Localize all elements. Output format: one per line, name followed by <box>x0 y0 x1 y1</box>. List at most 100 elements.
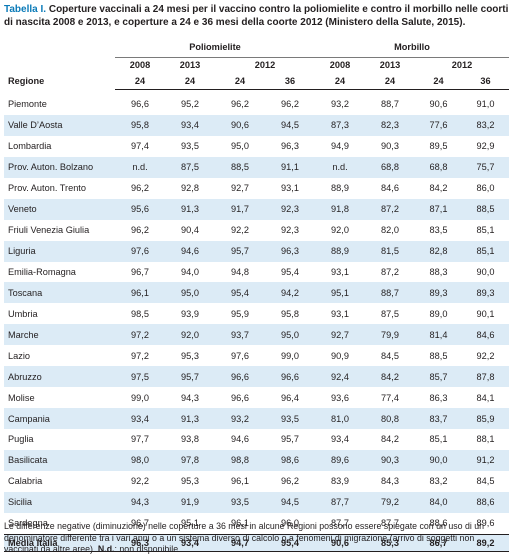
value-cell: 96,7 <box>131 518 149 529</box>
table-row: Prov. Auton. Bolzano n.d. 87,5 88,5 91,1 n.d.… <box>4 156 509 178</box>
value-cell: 85,1 <box>476 225 495 236</box>
value-cell: 91,8 <box>315 198 365 220</box>
value-cell: 96,7 <box>131 266 149 277</box>
value-cell: 94,5 <box>265 491 315 513</box>
value-cell: 84,1 <box>476 392 495 403</box>
table-row: Emilia-Romagna 96,7 94,0 94,8 95,4 93,1 87,2 88… <box>4 262 509 283</box>
value-cell: 97,2 <box>115 324 165 346</box>
table-row: Marche 97,2 92,0 93,7 95,0 92,7 79,9 81,4 84,6 <box>4 324 509 346</box>
value-cell: 97,4 <box>131 141 149 152</box>
value-cell: 96,2 <box>281 99 299 110</box>
value-cell: 90,4 <box>181 225 199 236</box>
region-cell: Sardegna <box>8 518 48 529</box>
value-cell: 98,8 <box>215 449 265 471</box>
region-cell: Prov. Auton. Trento <box>8 183 86 194</box>
value-cell: 93,5 <box>265 408 315 429</box>
value-cell: 87,1 <box>415 198 462 220</box>
header-months: 24 <box>315 72 365 90</box>
value-cell: 95,0 <box>231 141 249 152</box>
value-cell: 97,6 <box>115 240 165 262</box>
table-row: Veneto 95,6 91,3 91,7 92,3 91,8 87,2 87,1 88,5 <box>4 198 509 220</box>
value-cell: n.d. <box>115 156 165 178</box>
value-cell: 92,7 <box>231 183 249 194</box>
value-cell: 87,5 <box>165 156 215 178</box>
value-cell: 87,7 <box>331 518 349 529</box>
value-cell: 91,2 <box>462 449 509 471</box>
table-row: Calabria 92,2 95,3 96,1 96,2 83,9 84,3 83,2 84,5 <box>4 471 509 492</box>
value-cell: 95,0 <box>265 324 315 346</box>
region-cell: Prov. Auton. Bolzano <box>4 156 115 178</box>
region-cell: Toscana <box>4 282 115 304</box>
value-cell: 93,5 <box>215 491 265 513</box>
value-cell: 87,2 <box>365 198 415 220</box>
value-cell: 89,2 <box>462 533 509 552</box>
table-row: Liguria 97,6 94,6 95,7 96,3 88,9 81,5 82,8 85,1 <box>4 240 509 262</box>
value-cell: 92,9 <box>476 141 495 152</box>
region-cell: Umbria <box>8 308 38 319</box>
region-cell: Emilia-Romagna <box>8 266 76 277</box>
value-cell: 82,8 <box>415 240 462 262</box>
value-cell: 95,3 <box>181 476 199 487</box>
region-cell: Lombardia <box>8 141 52 152</box>
value-cell: 95,4 <box>281 266 299 277</box>
value-cell: 90,0 <box>415 449 462 471</box>
header-months: 36 <box>462 72 509 90</box>
value-cell: 92,3 <box>281 225 299 236</box>
value-cell: 95,7 <box>215 240 265 262</box>
value-cell: 80,8 <box>365 408 415 429</box>
value-cell: 93,4 <box>331 434 349 445</box>
value-cell: 95,3 <box>181 350 199 361</box>
header-morbillo-2013: 2013 <box>379 60 401 70</box>
value-cell: 96,1 <box>115 282 165 304</box>
value-cell: 86,7 <box>415 533 462 552</box>
value-cell: 77,4 <box>381 392 399 403</box>
table-row: Toscana 96,1 95,0 95,4 94,2 95,1 88,7 89,3 89,3 <box>4 282 509 304</box>
value-cell: 81,4 <box>415 324 462 346</box>
value-cell: 88,5 <box>462 198 509 220</box>
value-cell: 89,5 <box>429 141 448 152</box>
value-cell: 91,7 <box>215 198 265 220</box>
region-cell: Sicilia <box>4 491 115 513</box>
value-cell: 90,0 <box>476 266 495 277</box>
value-cell: 94,8 <box>231 266 249 277</box>
header-polio-2013: 2013 <box>179 60 201 70</box>
value-cell: 94,7 <box>215 533 265 552</box>
region-cell: Media Italia <box>4 533 115 552</box>
value-cell: 89,0 <box>429 308 448 319</box>
value-cell: 86,0 <box>476 183 495 194</box>
value-cell: 96,2 <box>231 99 249 110</box>
value-cell: 68,8 <box>365 156 415 178</box>
value-cell: 91,9 <box>165 491 215 513</box>
table-row: Piemonte 96,6 95,2 96,2 96,2 93,2 88,7 90,6 91,0 <box>4 90 509 115</box>
region-cell: Lazio <box>8 350 30 361</box>
header-regione: Regione <box>8 75 45 86</box>
value-cell: 82,3 <box>365 114 415 136</box>
value-cell: 83,2 <box>462 114 509 136</box>
value-cell: 93,2 <box>215 408 265 429</box>
value-cell: 97,6 <box>231 350 249 361</box>
value-cell: 92,2 <box>131 476 149 487</box>
value-cell: 90,3 <box>365 449 415 471</box>
value-cell: 88,9 <box>331 183 349 194</box>
value-cell: 93,8 <box>181 434 199 445</box>
value-cell: 81,0 <box>315 408 365 429</box>
value-cell: 84,6 <box>381 183 399 194</box>
table-row: Basilicata 98,0 97,8 98,8 98,6 89,6 90,3 90,0 91… <box>4 449 509 471</box>
value-cell: 92,8 <box>181 183 199 194</box>
value-cell: 93,4 <box>115 408 165 429</box>
region-cell: Marche <box>4 324 115 346</box>
value-cell: 90,6 <box>315 533 365 552</box>
footnote-text: Le differenze negative (diminuzione) nel… <box>4 521 485 554</box>
header-months: 24 <box>115 72 165 90</box>
value-cell: 84,2 <box>365 366 415 388</box>
value-cell: 84,2 <box>381 434 399 445</box>
table-row: Lombardia 97,4 93,5 95,0 96,3 94,9 90,3 89,5 92,… <box>4 136 509 157</box>
table-row: Valle D’Aosta 95,8 93,4 90,6 94,5 87,3 82,3 77,… <box>4 114 509 136</box>
footnote: Le differenze negative (diminuzione) nel… <box>4 521 509 556</box>
value-cell: 85,7 <box>415 366 462 388</box>
value-cell: 90,6 <box>429 99 448 110</box>
value-cell: 75,7 <box>462 156 509 178</box>
value-cell: 87,5 <box>381 308 399 319</box>
value-cell: 96,6 <box>215 366 265 388</box>
region-cell: Molise <box>8 392 35 403</box>
